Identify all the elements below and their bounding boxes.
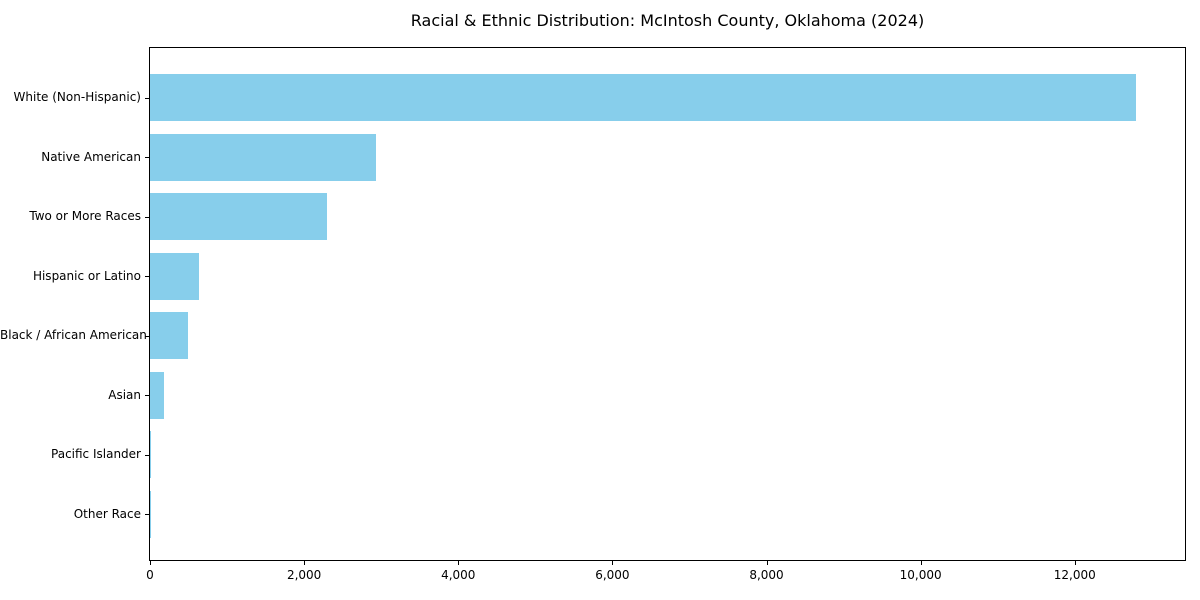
y-tick-label: White (Non-Hispanic) <box>13 90 141 104</box>
bar-asian <box>150 371 164 419</box>
x-tick-mark <box>920 561 922 565</box>
x-tick-mark <box>766 561 768 565</box>
y-tick-label: Asian <box>108 387 141 402</box>
chart-title: Racial & Ethnic Distribution: McIntosh C… <box>410 11 925 30</box>
y-tick-mark <box>145 454 149 456</box>
y-tick-mark <box>145 97 149 99</box>
x-tick-label: 4,000 <box>441 568 476 582</box>
y-axis-labels: White (Non-Hispanic) Native American Two o… <box>0 47 147 561</box>
bar-other-race <box>150 490 151 538</box>
x-tick-mark <box>458 561 460 565</box>
y-tick-mark <box>145 335 149 337</box>
bar-two-or-more-races <box>150 193 328 241</box>
y-tick-mark <box>145 276 149 278</box>
y-tick-mark <box>145 395 149 397</box>
bar-white-non-hispanic <box>150 74 1137 121</box>
x-tick-mark <box>304 561 306 565</box>
x-tick-mark <box>1074 561 1076 565</box>
x-tick-label: 12,000 <box>1053 568 1096 582</box>
y-tick-label: Hispanic or Latino <box>32 268 141 283</box>
bar-black-african-american <box>150 312 189 360</box>
y-tick-label: Other Race <box>73 506 141 521</box>
x-tick-label: 8,000 <box>749 568 784 582</box>
x-tick-mark <box>612 561 614 565</box>
bar-native-american <box>150 133 376 181</box>
y-tick-mark <box>145 514 149 516</box>
bar-pacific-islander <box>150 431 152 479</box>
x-tick-mark <box>150 561 151 565</box>
x-tick-label: 2,000 <box>286 568 322 582</box>
y-tick-mark <box>145 216 149 218</box>
x-tick-label: 6,000 <box>595 568 630 582</box>
y-tick-label: Pacific Islander <box>51 447 141 462</box>
y-tick-label: Black / African American <box>0 328 147 343</box>
bar-hispanic-or-latino <box>150 252 200 300</box>
y-tick-mark <box>145 157 149 159</box>
y-tick-label: Native American <box>41 149 141 164</box>
x-tick-label: 10,000 <box>899 568 942 582</box>
x-tick-label: 0 <box>146 568 154 582</box>
plot-area <box>149 47 1186 561</box>
y-tick-label: Two or More Races <box>29 209 141 224</box>
